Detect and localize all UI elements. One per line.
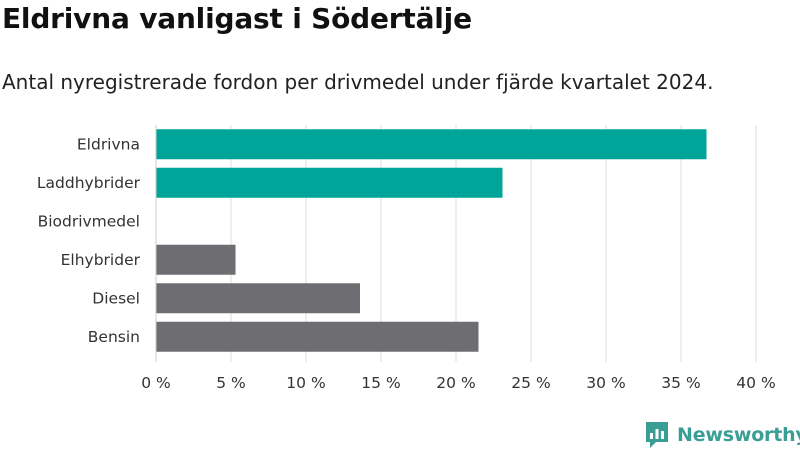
brand-logo: Newsworthy	[644, 420, 800, 450]
newsworthy-logo-icon	[646, 422, 668, 448]
x-tick-label: 40 %	[736, 374, 775, 392]
category-labels: Eldrivna Laddhybrider Biodrivmedel Elhybrid…	[37, 135, 141, 346]
bars	[156, 129, 707, 352]
category-label: Elhybrider	[61, 251, 141, 269]
x-tick-label: 5 %	[216, 374, 246, 392]
bar-eldrivna	[156, 129, 707, 160]
x-tick-label: 25 %	[511, 374, 550, 392]
bar-elhybrider	[156, 244, 236, 275]
x-tick-label: 35 %	[661, 374, 700, 392]
x-tick-label: 0 %	[141, 374, 171, 392]
x-axis-ticks: 0 % 5 % 10 % 15 % 20 % 25 % 30 % 35 % 40 %	[141, 374, 775, 392]
category-label: Bensin	[88, 328, 140, 346]
chart-title: Eldrivna vanligast i Södertälje	[2, 2, 472, 35]
category-label: Diesel	[92, 289, 140, 307]
x-tick-label: 20 %	[436, 374, 475, 392]
bar-laddhybrider	[156, 167, 503, 198]
chart-subtitle: Antal nyregistrerade fordon per drivmede…	[2, 70, 714, 94]
category-label: Eldrivna	[77, 135, 140, 153]
x-tick-label: 30 %	[586, 374, 625, 392]
category-label: Biodrivmedel	[38, 212, 140, 230]
bar-diesel	[156, 283, 360, 314]
bar-bensin	[156, 321, 479, 352]
x-tick-label: 15 %	[361, 374, 400, 392]
category-label: Laddhybrider	[37, 174, 141, 192]
brand-name: Newsworthy	[677, 424, 800, 446]
x-tick-label: 10 %	[286, 374, 325, 392]
